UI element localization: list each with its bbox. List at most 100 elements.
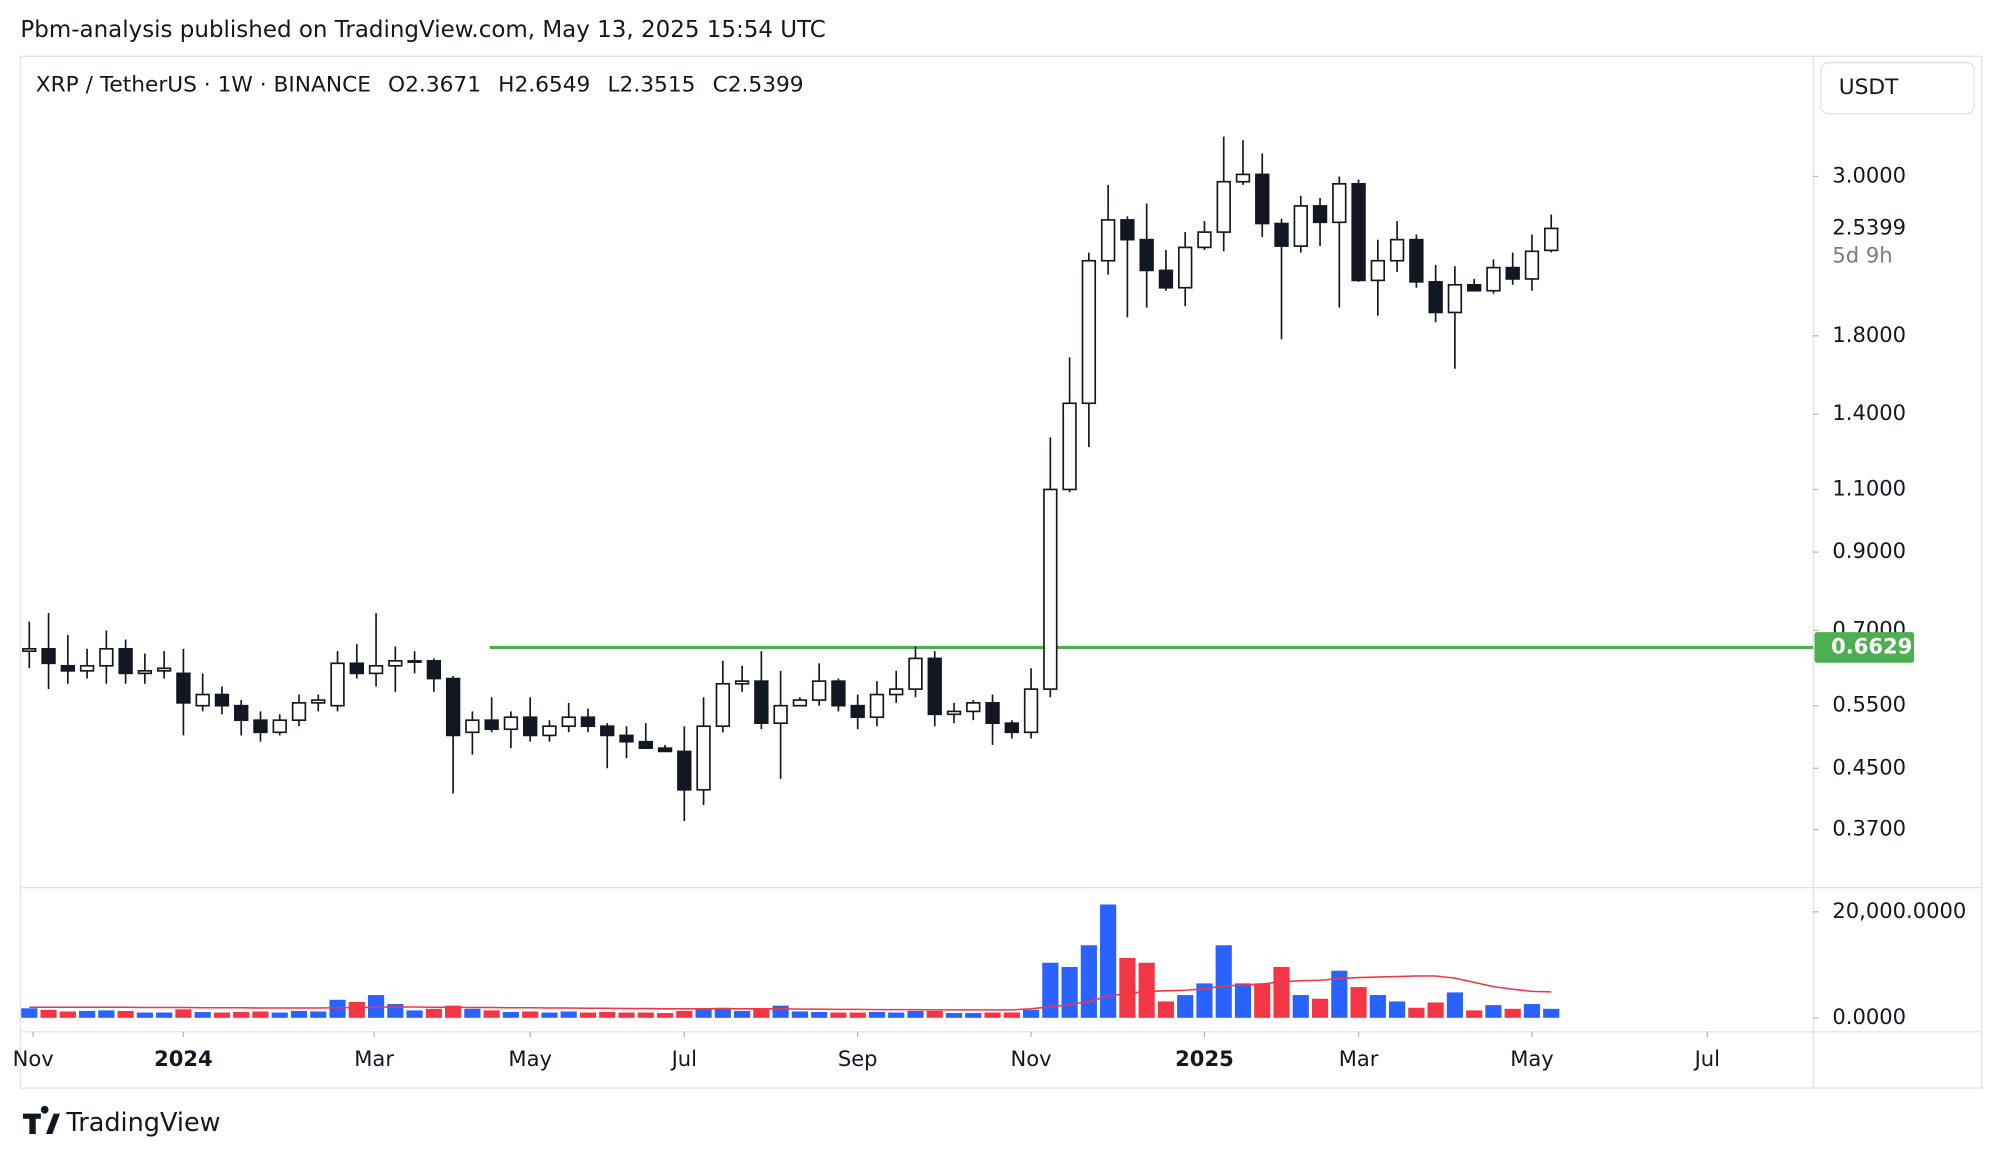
price-tick-label: 0.4500 [1832,754,1906,779]
volume-bar [367,995,385,1018]
low-prefix: L [607,73,619,98]
candle-body [1312,205,1328,224]
candle-body [1004,722,1019,734]
volume-bar [1331,970,1348,1018]
volume-bar [1234,983,1252,1018]
time-tick-label: Nov [13,1046,54,1071]
candle-body [850,704,865,719]
volume-bar [849,1012,866,1018]
candle-body [1274,222,1289,247]
candle-body [503,716,519,731]
candle-body [811,680,827,701]
volume-bar [78,1010,96,1018]
high-value: 2.6549 [514,73,590,98]
time-tick-label: Mar [1339,1046,1379,1071]
brand: TradingView [65,1108,220,1138]
candle-body [754,680,769,725]
time-tick-label: 2025 [1175,1046,1234,1071]
candle-body [368,664,384,675]
time-tick-label: Jul [1693,1046,1720,1071]
volume-bar [714,1007,731,1018]
volume-bar [194,1011,211,1018]
candle-body [388,660,403,667]
volume-bar [1177,995,1194,1018]
currency-button[interactable] [1820,62,1975,115]
volume-bar [1408,1007,1425,1018]
candle-body [1409,238,1424,283]
footer-logo: TradingView [22,1105,221,1138]
volume-bar [1504,1008,1521,1018]
time-tick-label: Jul [670,1046,697,1071]
time-tick-label: 2024 [154,1046,213,1071]
candle-body [1178,246,1193,289]
candle-body [966,702,981,713]
currency-label: USDT [1839,75,1899,100]
volume-bar [1369,995,1386,1018]
candle-body [1351,183,1366,282]
price-tick-label: 1.4000 [1832,400,1906,425]
price-tick-label: 0.5500 [1832,692,1906,717]
volume-bar [1003,1012,1020,1018]
volume-bar [1157,1001,1175,1018]
candle-body [908,657,923,690]
volume-bar [1292,995,1309,1018]
candle-body [1486,266,1501,292]
volume-bar [656,1013,674,1018]
volume-bar [329,999,346,1018]
volume-bar [830,1012,847,1018]
candle-body [677,750,692,791]
candle-body [1120,219,1135,241]
time-tick-label: Mar [354,1046,394,1071]
candle-body [1447,283,1463,314]
volume-bar [59,1011,76,1018]
time-tick-label: Sep [838,1046,878,1071]
candle-body [1216,180,1231,233]
volume-bar [98,1010,115,1018]
price-tick-label: 1.1000 [1832,475,1906,500]
candle-body [330,662,345,707]
candle-body [1158,269,1174,289]
volume-bar [637,1012,654,1018]
volume-bar [1196,983,1213,1018]
candle-body [137,670,153,675]
candle-body [792,699,808,707]
volume-bar [1119,957,1136,1018]
candle-body [696,725,711,791]
candle-body [1235,173,1251,183]
legend: XRP / TetherUS · 1W · BINANCE O2.3671 H2… [36,73,804,98]
volume-tick-label: 0.0000 [1832,1004,1906,1029]
volume-bar [676,1010,693,1018]
candle-body [484,719,499,731]
volume-bar [791,1011,808,1018]
candle-body [1293,205,1308,247]
volume-bar [772,1005,789,1018]
candle-body [1370,259,1386,282]
volume-bar [1254,983,1271,1018]
close-value: 2.5399 [728,73,804,98]
candle-body [1524,250,1540,280]
volume-bar [1446,992,1463,1018]
volume-ma [29,975,1552,1011]
symbol: XRP / TetherUS · 1W · BINANCE [36,73,371,98]
candle-body [715,682,731,728]
candle-body [1023,688,1039,734]
volume-bar [1215,945,1232,1018]
volume-bar [1427,1002,1444,1018]
candle-body [1043,488,1058,690]
volume-bar [1389,1001,1406,1018]
candle-body [156,667,172,672]
volume-bar [445,1005,462,1018]
candle-body [1466,283,1482,292]
candle-body [1332,183,1347,224]
chart-frame [19,55,1983,1089]
candle-body [195,693,210,707]
candle-body [1389,238,1405,262]
candle-body [522,716,538,737]
candle-body [580,716,596,728]
volume-bar [868,1011,886,1018]
candle-body [176,672,191,704]
candle-body [465,719,480,734]
volume-bar [406,1010,423,1018]
volume-bar [1138,962,1155,1018]
